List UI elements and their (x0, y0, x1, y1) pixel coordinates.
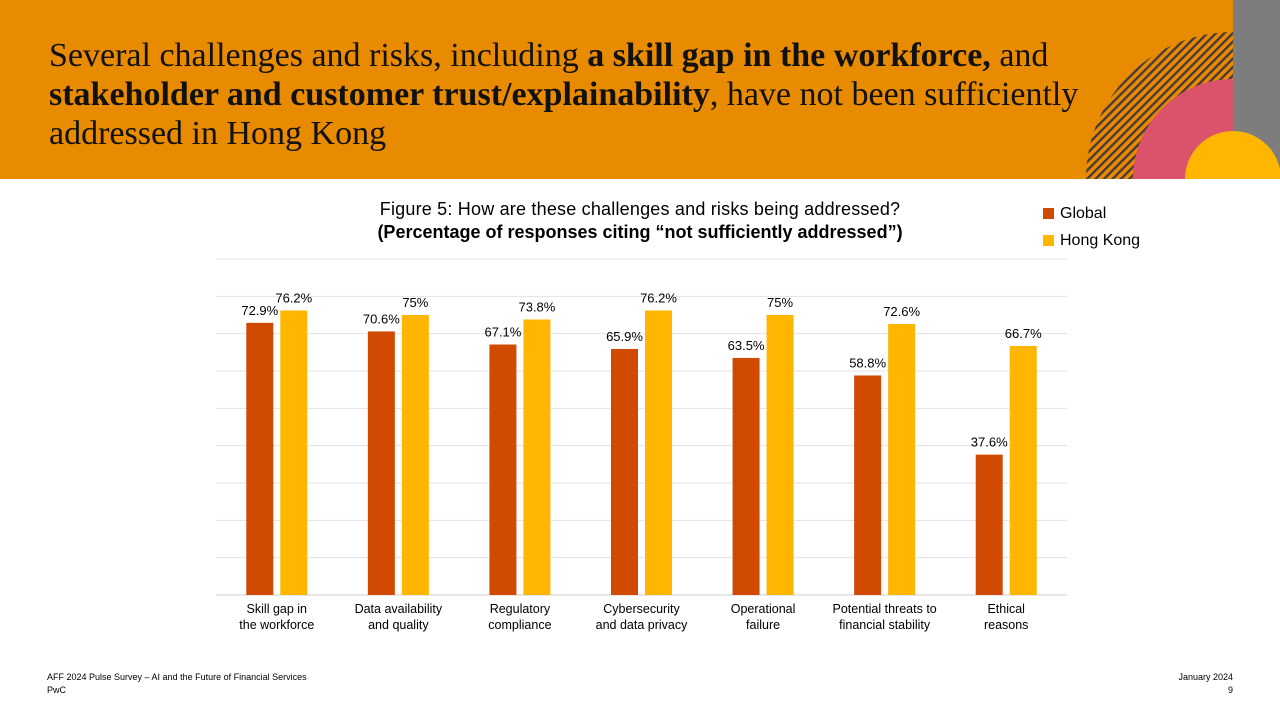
x-tick-label: Potential threats to financial stability (832, 602, 937, 632)
footer-source: AFF 2024 Pulse Survey – AI and the Futur… (47, 671, 307, 697)
data-label-global: 70.6% (363, 311, 400, 326)
page-number: 9 (1227, 685, 1233, 695)
legend-swatch-global (1043, 208, 1054, 219)
bar-hong-kong (401, 315, 429, 595)
data-label-global: 72.9% (241, 303, 278, 318)
title-banner: Several challenges and risks, including … (0, 0, 1280, 179)
chart-title: Figure 5: How are these challenges and r… (379, 199, 901, 219)
bar-global (367, 331, 395, 595)
bar-global (611, 348, 638, 595)
legend-item-hong-kong: Hong Kong (1043, 227, 1140, 254)
chart-subtitle: (Percentage of responses citing “not suf… (377, 222, 903, 242)
data-label-global: 67.1% (484, 324, 521, 339)
bar-global (489, 344, 517, 595)
x-tick-label: Operational failure (730, 602, 796, 632)
data-label-global: 65.9% (606, 329, 643, 344)
legend-label-hong-kong: Hong Kong (1060, 231, 1141, 249)
bar-global (732, 357, 760, 595)
legend-item-global: Global (1043, 200, 1140, 227)
yellow-quarter-circle-shape (1185, 131, 1280, 179)
x-tick-label: Data availability and quality (354, 602, 443, 632)
footer-survey-name: AFF 2024 Pulse Survey – AI and the Futur… (47, 672, 307, 682)
legend-swatch-hong-kong (1043, 235, 1054, 246)
x-tick-label: Ethical reasons (983, 602, 1029, 632)
data-label-global: 37.6% (971, 435, 1008, 450)
footer-company: PwC (47, 685, 67, 695)
footer-date: January 2024 (1178, 672, 1233, 682)
data-label-hong-kong: 72.6% (883, 304, 920, 319)
page-title: Several challenges and risks, including … (49, 37, 1079, 152)
x-tick-label: Cybersecurity and data privacy (595, 602, 688, 632)
legend-label-global: Global (1060, 204, 1107, 222)
data-label-hong-kong: 76.2% (640, 291, 677, 306)
x-tick-label: Skill gap in the workforce (239, 602, 315, 632)
x-tick-label: Regulatory compliance (488, 602, 552, 632)
data-label-global: 58.8% (849, 355, 886, 370)
chart-legend: Global Hong Kong (1043, 200, 1140, 254)
bar-hong-kong (888, 323, 916, 595)
bar-global (246, 322, 274, 595)
footer-meta: January 2024 9 (1178, 671, 1233, 697)
bar-hong-kong (1009, 345, 1037, 595)
bar-hong-kong (280, 310, 308, 595)
decorative-graphic (1086, 0, 1280, 179)
bar-global (854, 375, 882, 595)
bar-hong-kong (645, 310, 672, 595)
data-label-hong-kong: 66.7% (1005, 326, 1042, 341)
data-label-hong-kong: 75% (767, 295, 793, 310)
data-label-hong-kong: 76.2% (275, 291, 312, 306)
data-label-hong-kong: 73.8% (518, 299, 555, 314)
data-label-hong-kong: 75% (402, 295, 428, 310)
bar-hong-kong (523, 319, 551, 595)
bar-hong-kong (766, 315, 794, 595)
data-label-global: 63.5% (728, 338, 765, 353)
bar-global (975, 454, 1003, 595)
